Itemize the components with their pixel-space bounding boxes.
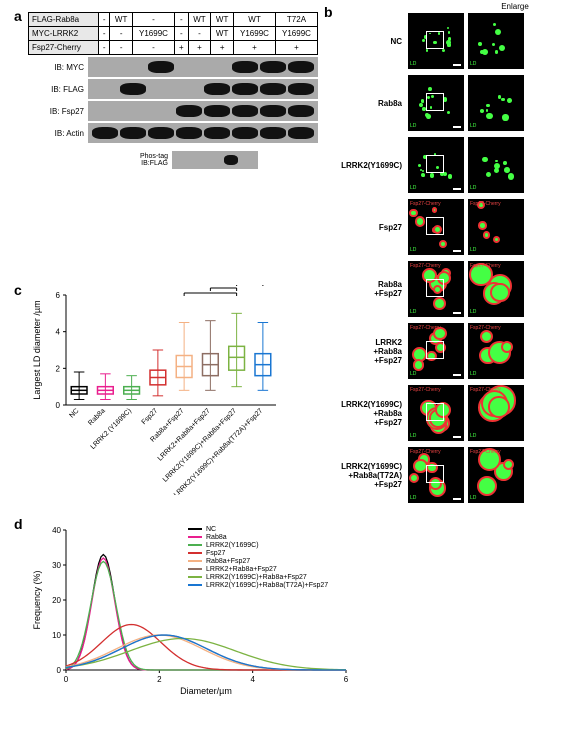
panel-c-label: c bbox=[14, 282, 22, 298]
microscopy-image: LD bbox=[408, 75, 464, 131]
svg-text:Frequency (%): Frequency (%) bbox=[32, 570, 42, 629]
panel-a-label: a bbox=[14, 8, 22, 24]
microscopy-image: LD bbox=[408, 13, 464, 69]
table-cell: + bbox=[188, 41, 211, 55]
svg-text:4: 4 bbox=[56, 328, 61, 337]
svg-text:Fsp27: Fsp27 bbox=[141, 407, 160, 426]
panel-b: Enlarge NCLDLDRab8aLDLDLRRK2(Y1699C)LDLD… bbox=[330, 2, 560, 509]
table-cell: WT bbox=[188, 13, 211, 27]
table-cell: + bbox=[174, 41, 188, 55]
svg-text:NC: NC bbox=[68, 407, 80, 419]
phostag-label: Phos-tag IB:FLAG bbox=[128, 153, 172, 167]
table-cell: WT bbox=[110, 13, 133, 27]
micro-label: Rab8a +Fsp27 bbox=[330, 280, 408, 298]
table-cell: - bbox=[99, 41, 110, 55]
micro-label: LRRK2(Y1699C) bbox=[330, 161, 408, 170]
microscopy-image: Fsp27-CherryLD bbox=[468, 385, 524, 441]
legend-label: Fsp27 bbox=[206, 550, 225, 557]
microscopy-image: Fsp27-CherryLD bbox=[408, 323, 464, 379]
table-cell: - bbox=[133, 41, 175, 55]
table-cell: Y1699C bbox=[275, 27, 317, 41]
phos-tag-blot: Phos-tag IB:FLAG bbox=[128, 151, 258, 169]
panel-a: FLAG-Rab8a-WT--WTWTWTT72AMYC-LRRK2--Y169… bbox=[28, 12, 318, 169]
micro-label: LRRK2 +Rab8a +Fsp27 bbox=[330, 338, 408, 365]
svg-text:4: 4 bbox=[250, 675, 255, 684]
panel-c-boxplot: 0246Largest LD diameter /µmNCRab8aLRRK2 … bbox=[28, 285, 288, 498]
legend-label: LRRK2+Rab8a+Fsp27 bbox=[206, 566, 277, 573]
legend-label: LRRK2(Y1699C) bbox=[206, 542, 259, 549]
table-row-label: Fsp27-Cherry bbox=[29, 41, 99, 55]
legend-label: Rab8a bbox=[206, 534, 227, 541]
svg-text:Rab8a: Rab8a bbox=[87, 407, 107, 427]
svg-text:2: 2 bbox=[157, 675, 162, 684]
svg-text:40: 40 bbox=[52, 526, 61, 535]
table-cell: T72A bbox=[275, 13, 317, 27]
table-cell: - bbox=[99, 27, 110, 41]
microscopy-image: Fsp27-CherryLD bbox=[468, 447, 524, 503]
blot-strip bbox=[88, 57, 318, 77]
panel-d-histogram: 0 2 4 6 0 10 20 30 40 Diameter/µm Frequency (%) NC… bbox=[28, 520, 368, 703]
svg-text:Largest LD diameter /µm: Largest LD diameter /µm bbox=[32, 300, 42, 399]
microscopy-image: LD bbox=[408, 137, 464, 193]
microscopy-image: LD bbox=[468, 13, 524, 69]
table-cell: - bbox=[110, 41, 133, 55]
panel-d-label: d bbox=[14, 516, 23, 532]
blot-label: IB: Fsp27 bbox=[28, 107, 88, 116]
svg-text:6: 6 bbox=[344, 675, 349, 684]
table-cell: Y1699C bbox=[133, 27, 175, 41]
microscopy-image: Fsp27-CherryLD bbox=[468, 261, 524, 317]
micro-label: LRRK2(Y1699C) +Rab8a +Fsp27 bbox=[330, 400, 408, 427]
blot-strip bbox=[88, 79, 318, 99]
table-cell: - bbox=[188, 27, 211, 41]
enlarge-header: Enlarge bbox=[470, 2, 560, 11]
svg-text:LRRK2+Rab8a+Fsp27: LRRK2+Rab8a+Fsp27 bbox=[157, 407, 212, 462]
table-row-label: FLAG-Rab8a bbox=[29, 13, 99, 27]
table-cell: + bbox=[211, 41, 234, 55]
table-cell: WT bbox=[234, 13, 276, 27]
table-cell: - bbox=[174, 27, 188, 41]
blot-label: IB: MYC bbox=[28, 63, 88, 72]
micro-label: Fsp27 bbox=[330, 223, 408, 232]
legend-label: LRRK2(Y1699C)+Rab8a+Fsp27 bbox=[206, 574, 307, 581]
legend-label: LRRK2(Y1699C)+Rab8a(T72A)+Fsp27 bbox=[206, 582, 328, 589]
table-cell: + bbox=[275, 41, 317, 55]
table-row-label: MYC-LRRK2 bbox=[29, 27, 99, 41]
svg-text:0: 0 bbox=[64, 675, 69, 684]
svg-text:6: 6 bbox=[56, 291, 61, 300]
svg-text:0: 0 bbox=[56, 401, 61, 410]
table-cell: - bbox=[99, 13, 110, 27]
legend-label: NC bbox=[206, 526, 216, 533]
histogram-legend: NCRab8aLRRK2(Y1699C)Fsp27Rab8a+Fsp27LRRK… bbox=[188, 526, 328, 590]
svg-text:30: 30 bbox=[52, 561, 61, 570]
blot-label: IB: FLAG bbox=[28, 85, 88, 94]
table-cell: - bbox=[174, 13, 188, 27]
blot-label: IB: Actin bbox=[28, 129, 88, 138]
blot-strip bbox=[88, 123, 318, 143]
microscopy-image: LD bbox=[468, 75, 524, 131]
microscopy-image: Fsp27-CherryLD bbox=[408, 447, 464, 503]
table-cell: WT bbox=[211, 13, 234, 27]
micro-label: LRRK2(Y1699C) +Rab8a(T72A) +Fsp27 bbox=[330, 462, 408, 489]
transfection-table: FLAG-Rab8a-WT--WTWTWTT72AMYC-LRRK2--Y169… bbox=[28, 12, 318, 55]
legend-label: Rab8a+Fsp27 bbox=[206, 558, 250, 565]
microscopy-image: Fsp27-CherryLD bbox=[468, 199, 524, 255]
microscopy-image: Fsp27-CherryLD bbox=[408, 385, 464, 441]
microscopy-image: Fsp27-CherryLD bbox=[408, 261, 464, 317]
svg-text:20: 20 bbox=[52, 596, 61, 605]
svg-text:2: 2 bbox=[56, 364, 61, 373]
table-cell: Y1699C bbox=[234, 27, 276, 41]
table-cell: - bbox=[110, 27, 133, 41]
table-cell: - bbox=[133, 13, 175, 27]
microscopy-image: Fsp27-CherryLD bbox=[408, 199, 464, 255]
micro-label: Rab8a bbox=[330, 99, 408, 108]
microscopy-image: LD bbox=[468, 137, 524, 193]
table-cell: WT bbox=[211, 27, 234, 41]
svg-text:10: 10 bbox=[52, 631, 61, 640]
svg-text:0: 0 bbox=[57, 666, 62, 675]
microscopy-image: Fsp27-CherryLD bbox=[468, 323, 524, 379]
svg-text:Diameter/µm: Diameter/µm bbox=[180, 686, 232, 696]
micro-label: NC bbox=[330, 37, 408, 46]
table-cell: + bbox=[234, 41, 276, 55]
blot-strip bbox=[88, 101, 318, 121]
